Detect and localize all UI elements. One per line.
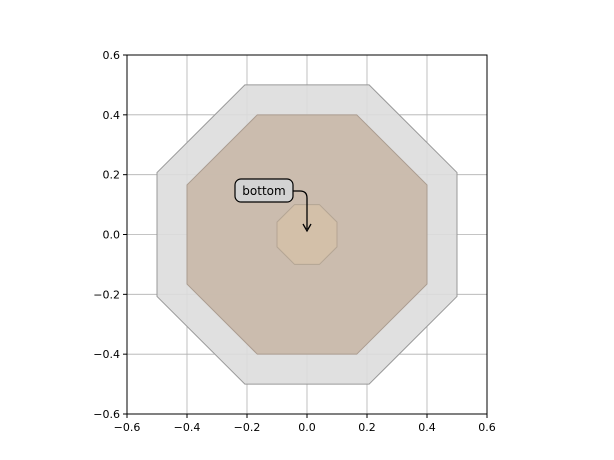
y-tick-label: −0.4 bbox=[93, 348, 120, 361]
y-tick-label: 0.0 bbox=[103, 229, 121, 242]
y-tick-label: −0.2 bbox=[93, 288, 120, 301]
arrow-head-icon bbox=[302, 223, 312, 233]
x-tick-label: 0.0 bbox=[298, 421, 316, 434]
ticks: −0.6 −0.4 −0.2 0.0 0.2 0.4 0.6 −0.6 −0.4 −0.2 0.0 0… bbox=[93, 49, 495, 434]
polygon-inner bbox=[276, 204, 338, 265]
y-tick-label: 0.6 bbox=[103, 49, 121, 62]
x-tick-label: 0.4 bbox=[418, 421, 436, 434]
annotation: bottom bbox=[234, 178, 312, 233]
annotation-text: bottom bbox=[242, 184, 285, 198]
x-tick-label: 0.6 bbox=[478, 421, 496, 434]
x-tick-label: 0.2 bbox=[358, 421, 376, 434]
annotation-box bbox=[234, 178, 294, 203]
annotation-arrow bbox=[293, 190, 308, 229]
x-tick-label: −0.2 bbox=[234, 421, 261, 434]
x-tick-label: −0.6 bbox=[114, 421, 141, 434]
y-tick-label: 0.4 bbox=[103, 109, 121, 122]
x-tick-label: −0.4 bbox=[174, 421, 201, 434]
y-tick-label: −0.6 bbox=[93, 408, 120, 421]
polygons bbox=[156, 84, 458, 385]
y-tick-label: 0.2 bbox=[103, 169, 121, 182]
